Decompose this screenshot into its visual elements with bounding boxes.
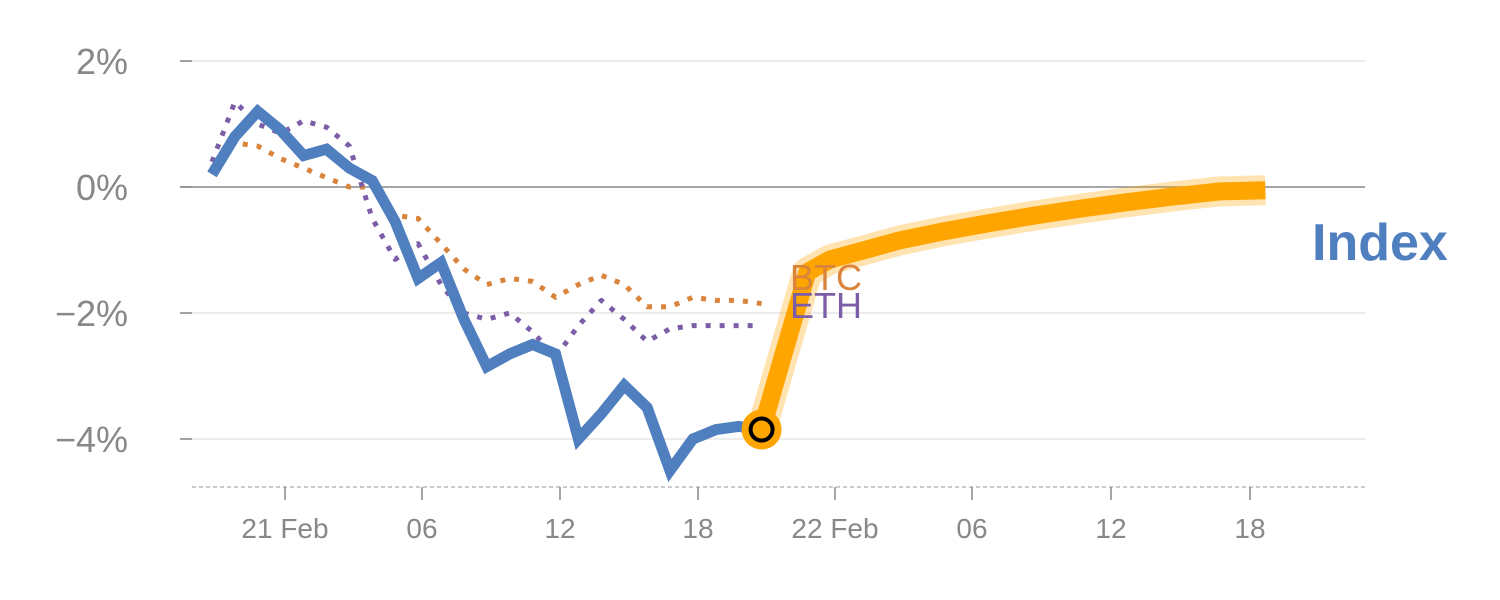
marker-ring xyxy=(748,416,775,443)
x-tick-label: 18 xyxy=(682,513,713,544)
x-tick-label: 12 xyxy=(544,513,575,544)
btc-series-label: BTC xyxy=(790,257,862,298)
x-tick-label: 06 xyxy=(956,513,987,544)
y-tick-label: 0% xyxy=(76,167,128,208)
index-projection-line xyxy=(752,181,1266,433)
y-tick-label: 2% xyxy=(76,41,128,82)
y-axis: 2% 0% −2% −4% xyxy=(55,41,192,460)
current-point-marker xyxy=(741,409,782,450)
index-series-label: Index xyxy=(1312,214,1448,272)
y-tick-label: −2% xyxy=(55,293,128,334)
eth-series-label: ETH xyxy=(790,285,862,326)
y-tick-label: −4% xyxy=(55,419,128,460)
x-tick-label: 22 Feb xyxy=(791,513,878,544)
x-tick-label: 12 xyxy=(1095,513,1126,544)
marker-halo xyxy=(741,409,782,450)
x-tick-label: 06 xyxy=(406,513,437,544)
x-tick-label: 18 xyxy=(1234,513,1265,544)
btc-line xyxy=(210,140,762,310)
x-axis: 21 Feb 06 12 18 22 Feb 06 12 18 xyxy=(192,486,1365,544)
index-line xyxy=(207,103,763,483)
series-lines xyxy=(207,99,1266,483)
x-tick-label: 21 Feb xyxy=(241,513,328,544)
